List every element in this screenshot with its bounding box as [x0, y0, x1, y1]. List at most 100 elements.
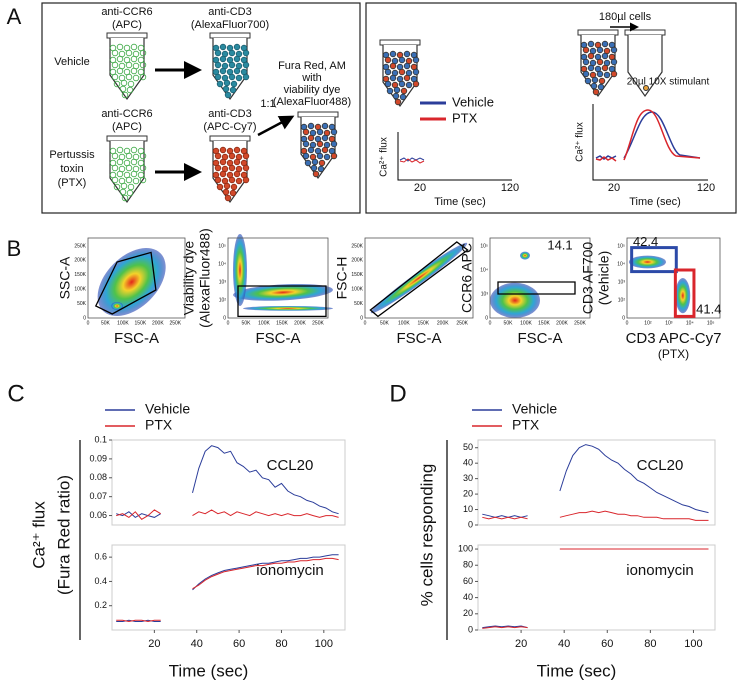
density	[370, 242, 468, 314]
axis-label: Ca²⁺ flux	[379, 137, 390, 177]
tick-label: 50K	[101, 320, 111, 326]
gate	[237, 285, 327, 318]
tick-label: 200K	[294, 320, 306, 326]
tube-cap	[624, 29, 666, 36]
tick-label: 250K	[74, 243, 86, 249]
tick-label: 20	[608, 182, 620, 194]
cell	[310, 164, 318, 172]
cell	[582, 58, 590, 66]
cell	[386, 87, 394, 95]
cell	[228, 176, 236, 184]
tick-label: 10⁴	[480, 267, 488, 273]
tick-label: 10³	[665, 320, 673, 326]
axis-label: (Fura Red ratio)	[54, 475, 73, 595]
x-axis-label: Time (sec)	[169, 661, 249, 680]
y-tick-label: 20	[463, 488, 473, 498]
legend-label: PTX	[512, 417, 540, 433]
cell	[130, 55, 138, 63]
cell	[233, 55, 241, 63]
panel-a-left-box	[41, 2, 361, 214]
tick-label: 0	[626, 320, 629, 326]
density	[243, 306, 333, 311]
series-line	[482, 548, 709, 629]
y-tick-label: 0	[468, 519, 473, 529]
cell	[139, 49, 147, 57]
cell	[405, 81, 413, 89]
cell	[321, 122, 329, 130]
cell	[126, 86, 134, 94]
cell	[384, 68, 392, 76]
gate	[497, 281, 576, 295]
annotation: CCL20	[267, 457, 314, 474]
plot-frame	[111, 544, 346, 631]
axis-label: FSC-A	[518, 330, 563, 347]
tick-label: 0	[360, 315, 363, 321]
cell	[127, 80, 135, 88]
y-tick-label: 0.6	[94, 552, 107, 562]
dot	[643, 85, 649, 91]
tube-cap	[106, 135, 148, 142]
cell	[389, 74, 397, 82]
axis-label: Viability dye	[181, 241, 197, 316]
tick-label: 150K	[538, 320, 550, 326]
cell	[132, 74, 140, 82]
cell	[384, 80, 392, 88]
tick-label: 250K	[351, 243, 363, 249]
cell	[224, 194, 232, 202]
tick-label: 150K	[351, 272, 363, 278]
y-tick-label: 80	[463, 560, 473, 570]
cell	[139, 164, 147, 172]
series-line	[482, 510, 709, 521]
cell	[242, 176, 250, 184]
cell	[139, 176, 147, 184]
cell	[132, 177, 140, 185]
density	[233, 234, 247, 306]
axis-label: CD3 AF700	[580, 242, 596, 315]
axis-label: CD3 APC-Cy7	[626, 330, 722, 347]
cell	[126, 189, 134, 197]
gate	[94, 251, 157, 315]
cell	[130, 158, 138, 166]
cell	[302, 128, 310, 136]
label: (AlexaFluor700)	[191, 19, 269, 31]
tick-label: 0	[83, 315, 86, 321]
axis	[397, 132, 512, 181]
label: 20µl 10X stimulant	[627, 77, 710, 88]
panel-letter: A	[7, 4, 22, 29]
tick-label: 100K	[258, 320, 270, 326]
legend-label: Vehicle	[512, 401, 557, 417]
cell	[403, 62, 411, 70]
tick-label: 0	[489, 320, 492, 326]
tick-label: 100K	[520, 320, 532, 326]
cell	[582, 70, 590, 78]
density	[490, 282, 540, 318]
tube	[106, 135, 148, 204]
label: anti-CD3	[208, 108, 251, 120]
axis-label: FSC-A	[114, 330, 159, 347]
cell	[389, 62, 397, 70]
tick-label: 10²	[618, 297, 626, 303]
tick-label: 100K	[398, 320, 410, 326]
label: toxin	[60, 163, 83, 175]
tick-label: 10⁴	[686, 320, 694, 326]
cell	[120, 182, 128, 190]
x-tick-label: 100	[315, 638, 333, 650]
axis	[592, 104, 708, 181]
cell	[111, 176, 119, 184]
tick-label: 10⁵	[218, 243, 226, 249]
cell	[318, 159, 326, 167]
label: 180µl cells	[599, 11, 652, 23]
panel-letter: C	[7, 380, 24, 407]
cell	[412, 80, 420, 88]
tube	[379, 39, 421, 108]
label: (APC-Cy7)	[203, 121, 256, 133]
x-tick-label: 20	[515, 638, 527, 650]
x-tick-label: 80	[275, 638, 287, 650]
y-tick-label: 10	[463, 504, 473, 514]
arrow	[257, 115, 295, 137]
y-tick-label: 0.1	[94, 434, 107, 444]
x-tick-label: 100	[684, 638, 702, 650]
tick-label: 50K	[354, 301, 364, 307]
tube-cap	[297, 111, 339, 118]
y-tick-label: 0.07	[89, 491, 107, 501]
